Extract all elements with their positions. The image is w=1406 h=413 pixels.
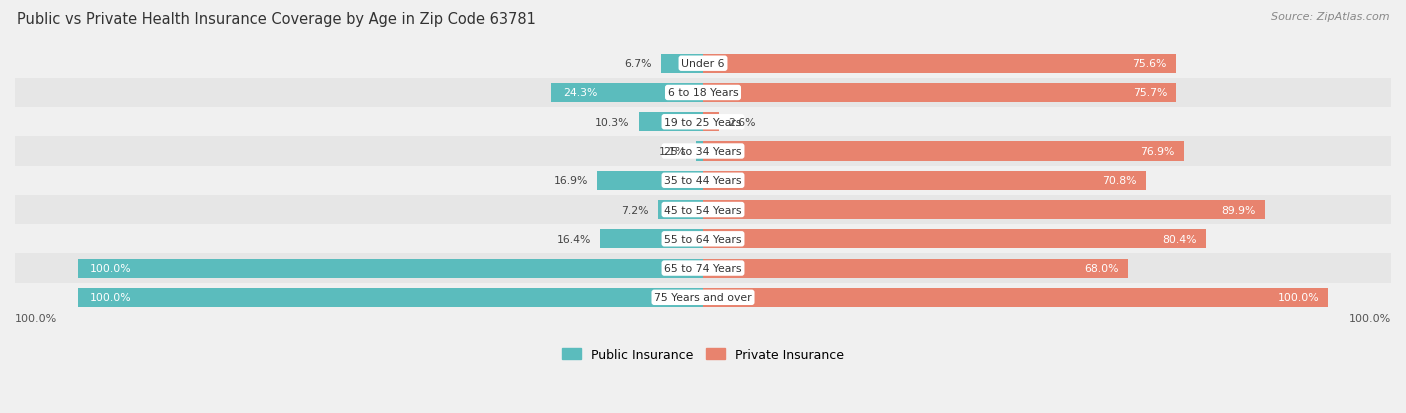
Text: 65 to 74 Years: 65 to 74 Years (664, 263, 742, 273)
Text: 76.9%: 76.9% (1140, 147, 1174, 157)
Bar (703, 201, 1265, 220)
Bar (703, 230, 1206, 249)
Bar (703, 84, 1177, 103)
Text: 16.4%: 16.4% (557, 234, 591, 244)
Text: 75.7%: 75.7% (1133, 88, 1167, 98)
Text: 45 to 54 Years: 45 to 54 Years (664, 205, 742, 215)
Bar (15, 108, 1391, 137)
Text: 100.0%: 100.0% (90, 263, 132, 273)
Text: 75 Years and over: 75 Years and over (654, 293, 752, 303)
Text: Under 6: Under 6 (682, 59, 724, 69)
Text: 24.3%: 24.3% (564, 88, 598, 98)
Bar (15, 137, 1391, 166)
Bar (77, 259, 703, 278)
Text: Public vs Private Health Insurance Coverage by Age in Zip Code 63781: Public vs Private Health Insurance Cover… (17, 12, 536, 27)
Bar (15, 195, 1391, 225)
Bar (15, 225, 1391, 254)
Bar (551, 84, 703, 103)
Text: 75.6%: 75.6% (1132, 59, 1167, 69)
Text: Source: ZipAtlas.com: Source: ZipAtlas.com (1271, 12, 1389, 22)
Text: 55 to 64 Years: 55 to 64 Years (664, 234, 742, 244)
Bar (600, 230, 703, 249)
Text: 1.1%: 1.1% (659, 147, 686, 157)
Text: 100.0%: 100.0% (1348, 313, 1391, 324)
Bar (598, 171, 703, 190)
Bar (703, 171, 1146, 190)
Text: 68.0%: 68.0% (1084, 263, 1119, 273)
Text: 100.0%: 100.0% (90, 293, 132, 303)
Bar (703, 259, 1128, 278)
Text: 35 to 44 Years: 35 to 44 Years (664, 176, 742, 186)
Bar (15, 254, 1391, 283)
Bar (638, 113, 703, 132)
Bar (696, 142, 703, 161)
Bar (703, 142, 1184, 161)
Legend: Public Insurance, Private Insurance: Public Insurance, Private Insurance (557, 343, 849, 366)
Text: 89.9%: 89.9% (1222, 205, 1256, 215)
Bar (15, 166, 1391, 195)
Text: 7.2%: 7.2% (621, 205, 648, 215)
Text: 6.7%: 6.7% (624, 59, 652, 69)
Text: 70.8%: 70.8% (1102, 176, 1136, 186)
Text: 100.0%: 100.0% (1278, 293, 1319, 303)
Bar (77, 288, 703, 307)
Text: 25 to 34 Years: 25 to 34 Years (664, 147, 742, 157)
Bar (703, 55, 1175, 74)
Bar (703, 288, 1329, 307)
Bar (15, 78, 1391, 108)
Bar (703, 113, 720, 132)
Text: 100.0%: 100.0% (15, 313, 58, 324)
Bar (15, 283, 1391, 312)
Text: 2.6%: 2.6% (728, 117, 756, 128)
Text: 16.9%: 16.9% (554, 176, 588, 186)
Text: 19 to 25 Years: 19 to 25 Years (664, 117, 742, 128)
Bar (661, 55, 703, 74)
Bar (15, 50, 1391, 78)
Text: 10.3%: 10.3% (595, 117, 630, 128)
Text: 80.4%: 80.4% (1161, 234, 1197, 244)
Text: 6 to 18 Years: 6 to 18 Years (668, 88, 738, 98)
Bar (658, 201, 703, 220)
